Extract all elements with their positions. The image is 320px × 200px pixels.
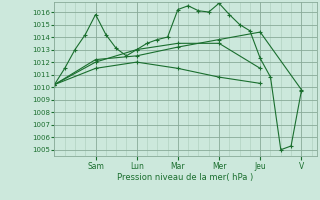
X-axis label: Pression niveau de la mer( hPa ): Pression niveau de la mer( hPa ) (117, 173, 254, 182)
